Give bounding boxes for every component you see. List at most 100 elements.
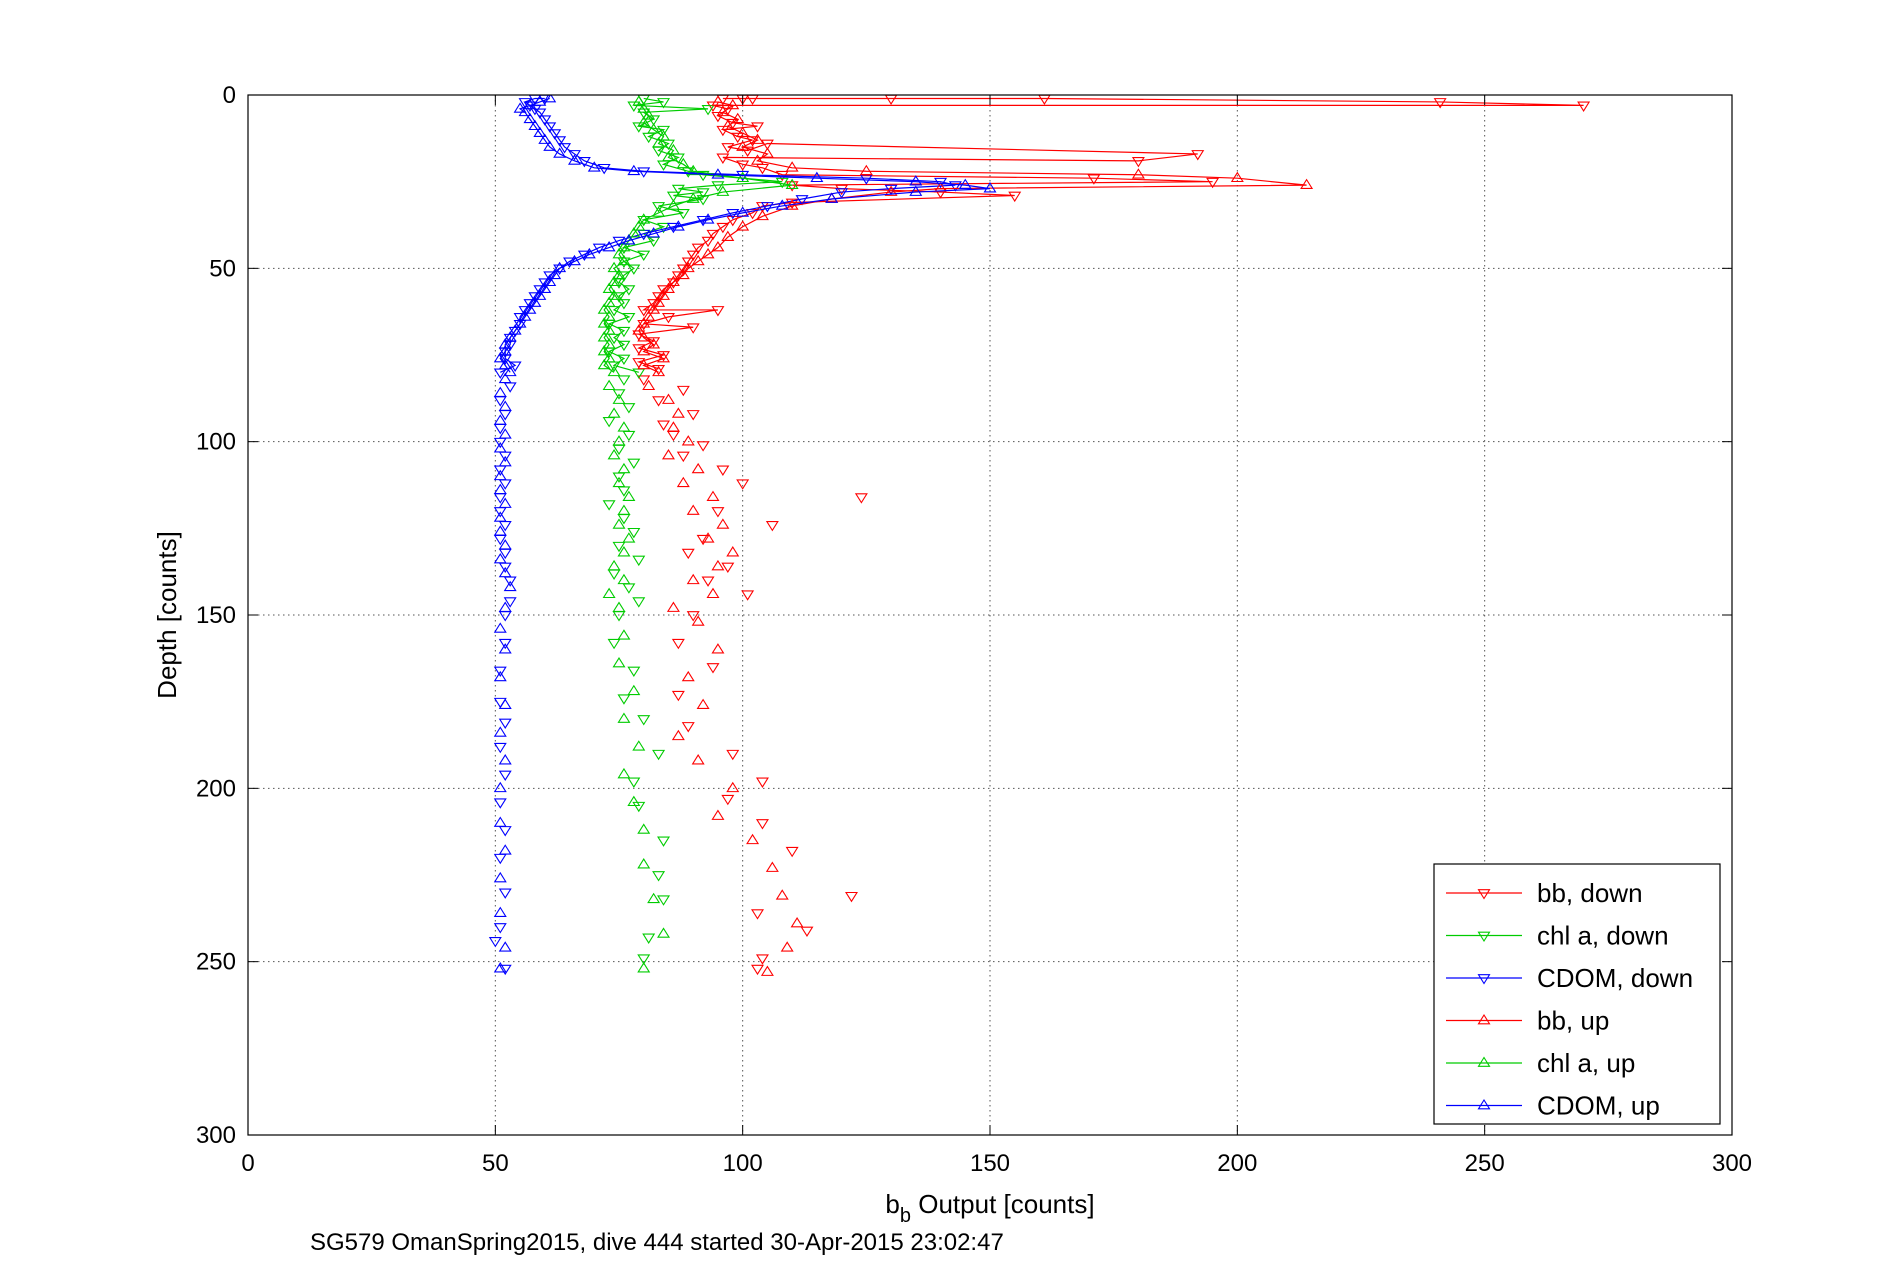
data-point: [676, 264, 690, 275]
data-point: [513, 313, 527, 324]
data-point: [696, 188, 710, 199]
data-point: [488, 937, 502, 948]
data-point: [597, 344, 611, 356]
data-point: [666, 191, 680, 203]
data-point: [602, 282, 616, 293]
data-point: [493, 798, 507, 809]
data-point: [617, 694, 631, 705]
series-line: [636, 97, 1584, 370]
data-point: [607, 407, 621, 418]
data-point: [666, 601, 680, 612]
data-point: [716, 518, 730, 529]
data-point: [597, 358, 611, 370]
data-point: [498, 344, 512, 356]
y-axis: 0 50 100 150 200 250 300: [196, 82, 1732, 1149]
data-point: [691, 254, 705, 266]
data-point: [671, 184, 685, 196]
data-point: [983, 182, 997, 193]
data-point: [637, 823, 651, 834]
data-point: [711, 643, 725, 654]
data-point: [1038, 95, 1051, 106]
data-point: [612, 611, 626, 622]
data-point: [652, 749, 666, 761]
data-point: [498, 826, 512, 837]
data-point: [681, 435, 695, 446]
data-point: [617, 375, 631, 386]
data-point: [627, 227, 641, 238]
data-point: [493, 853, 507, 865]
data-point: [661, 150, 675, 162]
data-point: [647, 338, 661, 349]
data-point: [617, 299, 631, 310]
data-point: [622, 403, 636, 414]
data-point: [681, 670, 695, 682]
data-point: [657, 285, 671, 296]
data-point: [498, 372, 512, 384]
data-point: [691, 615, 705, 626]
data-point: [884, 95, 898, 106]
data-point: [612, 476, 626, 488]
data-point: [607, 638, 621, 650]
x-tick-label: 200: [1217, 1150, 1257, 1177]
data-point: [652, 202, 666, 213]
data-point: [597, 303, 611, 314]
data-point: [627, 264, 641, 275]
data-point: [726, 781, 740, 793]
data-point: [493, 666, 507, 678]
data-point: [751, 964, 764, 976]
data-point: [652, 365, 666, 376]
data-point: [736, 479, 750, 490]
data-point: [780, 941, 794, 952]
data-point: [513, 317, 527, 328]
data-point: [498, 941, 512, 952]
data-point: [859, 164, 873, 176]
data-point: [775, 199, 789, 210]
data-point: [795, 195, 809, 206]
data-point: [884, 185, 898, 196]
data-point: [632, 597, 646, 608]
data-point: [696, 170, 710, 182]
data-point: [612, 236, 626, 248]
data-point: [652, 296, 666, 307]
series-cdom-down: [488, 95, 962, 976]
data-point: [622, 532, 636, 543]
data-point: [637, 213, 651, 224]
data-point: [538, 115, 552, 126]
data-point: [666, 199, 680, 210]
data-point: [612, 268, 626, 280]
data-point: [716, 222, 730, 234]
data-point: [498, 455, 512, 467]
data-point: [716, 125, 730, 137]
x-axis-label: bb Output [counts]: [885, 1189, 1094, 1227]
data-point: [661, 282, 675, 293]
data-point: [755, 954, 769, 965]
data-point: [498, 338, 512, 349]
data-point: [948, 181, 962, 192]
legend-entry: chl a, up: [1446, 1048, 1635, 1078]
data-point: [706, 101, 720, 112]
data-point: [493, 906, 507, 917]
data-point: [711, 111, 725, 123]
data-point: [706, 490, 720, 501]
data-point: [671, 220, 685, 231]
data-point: [711, 168, 725, 179]
data-point: [666, 430, 680, 442]
grid: [248, 95, 1732, 1135]
data-point: [602, 310, 616, 321]
y-axis-label: Depth [counts]: [152, 531, 182, 699]
data-point: [612, 518, 626, 529]
data-point: [543, 275, 557, 287]
data-point: [711, 306, 725, 317]
data-point: [765, 521, 779, 532]
data-point: [637, 358, 651, 370]
data-point: [498, 611, 512, 622]
series-chl-a-up: [597, 95, 799, 973]
data-point: [503, 365, 517, 377]
x-tick-label: 0: [241, 1150, 254, 1177]
data-point: [607, 559, 621, 571]
data-point: [602, 587, 616, 599]
data-point: [587, 161, 601, 172]
data-point: [498, 643, 512, 654]
data-point: [612, 389, 626, 400]
series-line: [499, 97, 991, 373]
